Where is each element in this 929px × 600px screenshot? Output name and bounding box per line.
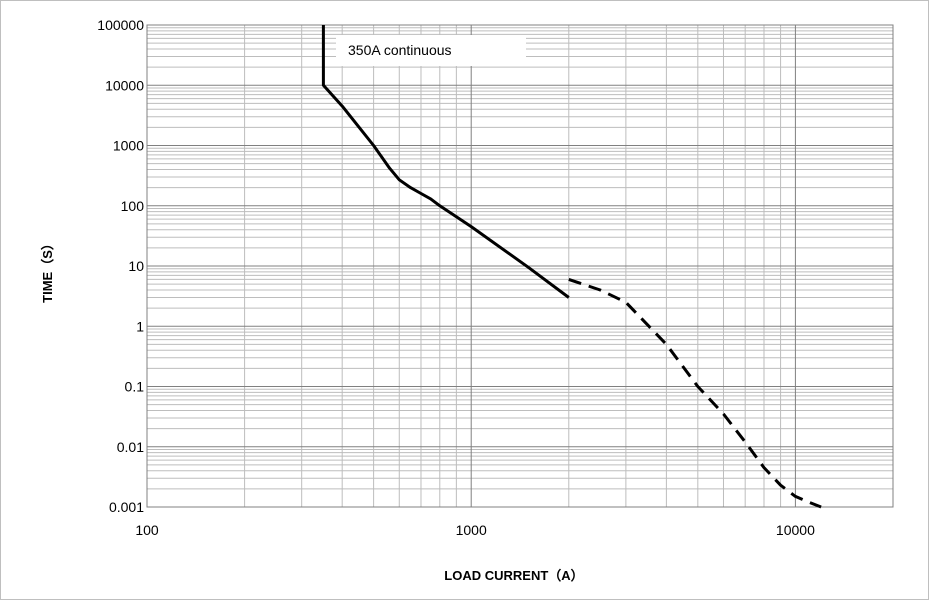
series-group	[321, 25, 822, 509]
dashed-series-line	[568, 277, 822, 509]
annotation-box	[336, 35, 526, 66]
x-tick-labels: 100 1000 10000	[135, 522, 815, 538]
y-tick-label: 0.1	[125, 379, 145, 395]
y-axis-title: TIME（S）	[40, 237, 55, 303]
y-tick-label: 100	[121, 198, 145, 214]
y-tick-label: 10000	[105, 77, 144, 93]
y-tick-label: 0.01	[117, 439, 144, 455]
x-axis-title: LOAD CURRENT（A）	[444, 568, 583, 583]
plot-area	[146, 24, 894, 508]
x-tick-label: 1000	[456, 522, 487, 538]
y-tick-label: 10	[128, 258, 144, 274]
x-tick-label: 100	[135, 522, 159, 538]
x-tick-label: 10000	[776, 522, 815, 538]
y-tick-label: 1	[136, 318, 144, 334]
y-tick-label: 100000	[97, 17, 144, 33]
major-gridlines	[146, 24, 893, 508]
y-tick-label: 1000	[113, 138, 144, 154]
solid-series-line	[321, 25, 570, 299]
annotation-text: 350A continuous	[348, 42, 452, 58]
y-tick-label: 0.001	[109, 499, 144, 515]
y-tick-labels: 0.001 0.01 0.1 1 10 100 1000 10000 100000	[97, 17, 144, 515]
minor-gridlines	[147, 25, 894, 507]
annotation: 350A continuous	[336, 35, 526, 66]
